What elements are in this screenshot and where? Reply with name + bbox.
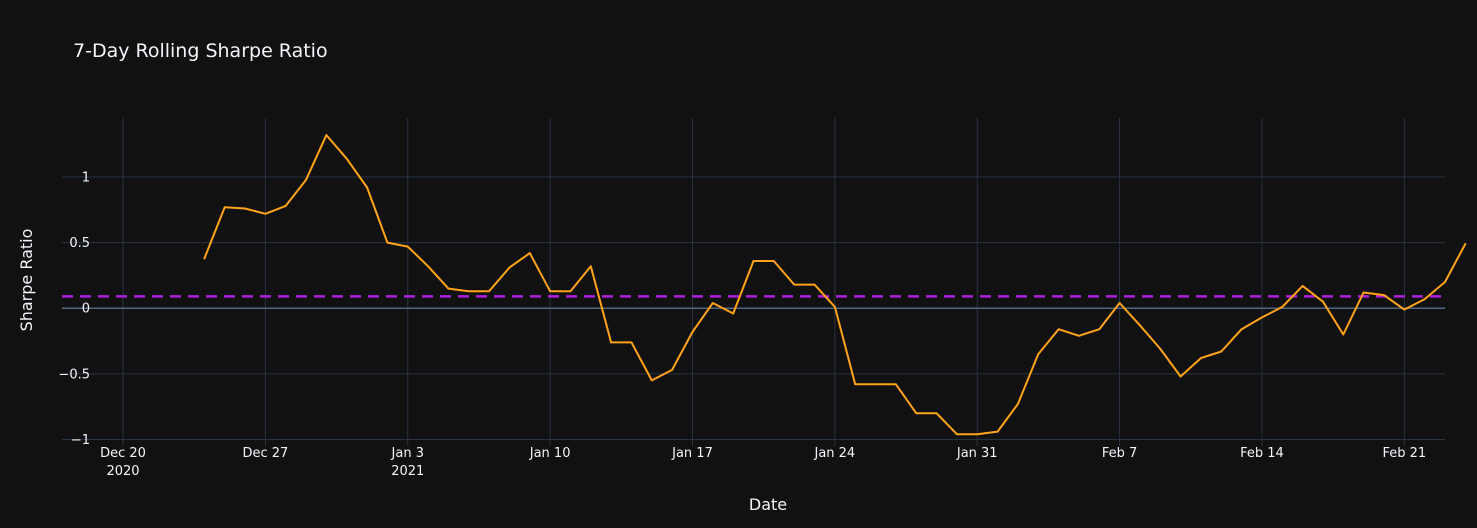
data-point bbox=[569, 290, 572, 293]
y-axis-title: Sharpe Ratio bbox=[17, 229, 36, 332]
data-point bbox=[773, 260, 775, 262]
data-point bbox=[1362, 291, 1365, 294]
data-point bbox=[976, 433, 978, 436]
x-tick-label: Jan 31 bbox=[956, 446, 998, 461]
data-point bbox=[590, 265, 592, 268]
data-point bbox=[325, 134, 328, 136]
data-point bbox=[203, 257, 206, 260]
data-point bbox=[752, 260, 755, 262]
data-point bbox=[1200, 357, 1202, 359]
data-point bbox=[1322, 300, 1324, 303]
data-point bbox=[1444, 281, 1446, 283]
data-point bbox=[264, 213, 267, 215]
data-point bbox=[1057, 328, 1060, 331]
data-point bbox=[1464, 243, 1467, 245]
y-tick-label: −0.5 bbox=[58, 367, 90, 382]
data-point bbox=[1342, 333, 1345, 336]
y-tick-label: −1 bbox=[71, 433, 90, 448]
data-point bbox=[793, 283, 795, 286]
chart-title: 7-Day Rolling Sharpe Ratio bbox=[73, 40, 328, 62]
data-point bbox=[651, 379, 653, 382]
data-point bbox=[305, 178, 307, 181]
data-point bbox=[1139, 324, 1141, 327]
data-point bbox=[854, 383, 856, 386]
data-point bbox=[1118, 302, 1121, 304]
data-point bbox=[1281, 306, 1284, 308]
data-point bbox=[874, 383, 877, 386]
y-tick-label: 0.5 bbox=[69, 236, 90, 251]
data-point bbox=[407, 245, 409, 248]
x-tick-label: Dec 20 bbox=[100, 446, 146, 461]
data-point bbox=[468, 290, 470, 293]
data-point bbox=[1017, 403, 1019, 405]
data-point bbox=[386, 241, 389, 244]
x-tick-label: Feb 7 bbox=[1102, 446, 1137, 461]
data-point bbox=[345, 157, 348, 160]
data-point bbox=[1220, 350, 1223, 353]
data-point bbox=[732, 312, 734, 315]
data-point bbox=[671, 369, 673, 371]
x-axis-title: Date bbox=[749, 495, 787, 514]
data-point bbox=[1301, 285, 1304, 287]
data-point bbox=[1383, 294, 1385, 296]
x-tick-label: Feb 14 bbox=[1240, 446, 1284, 461]
data-point bbox=[712, 302, 714, 304]
x-tick-label: Jan 24 bbox=[813, 446, 855, 461]
data-point bbox=[1423, 298, 1426, 300]
data-point bbox=[1098, 328, 1101, 331]
data-point bbox=[895, 383, 897, 386]
x-tick-label: Jan 3 bbox=[391, 446, 424, 461]
data-point bbox=[1159, 348, 1162, 350]
data-point bbox=[244, 207, 246, 210]
x-tick-sublabel: 2020 bbox=[106, 464, 139, 479]
data-point bbox=[223, 206, 226, 208]
data-point bbox=[935, 412, 938, 415]
data-point bbox=[691, 331, 694, 333]
data-point bbox=[610, 341, 612, 344]
series-layer[interactable] bbox=[203, 134, 1467, 436]
data-point bbox=[284, 205, 287, 207]
data-point bbox=[834, 306, 836, 308]
y-tick-label: 0 bbox=[82, 302, 90, 317]
x-tick-label: Jan 17 bbox=[671, 446, 713, 461]
data-point bbox=[813, 283, 816, 286]
data-point bbox=[1037, 353, 1039, 356]
x-tick-label: Feb 21 bbox=[1382, 446, 1426, 461]
data-point bbox=[427, 265, 429, 268]
x-axis-ticks: Dec 20 2020 Dec 27 Jan 3 2021 Jan 10 Jan 17 Jan… bbox=[100, 446, 1426, 479]
data-point bbox=[1403, 308, 1406, 311]
data-point bbox=[1261, 316, 1263, 319]
data-point bbox=[508, 266, 511, 269]
gridlines bbox=[62, 118, 1445, 446]
data-point bbox=[915, 412, 917, 415]
data-point bbox=[488, 290, 490, 293]
data-point bbox=[1078, 335, 1080, 337]
data-point bbox=[1240, 328, 1243, 331]
x-tick-sublabel: 2021 bbox=[391, 464, 424, 479]
y-tick-label: 1 bbox=[82, 171, 90, 186]
data-point bbox=[630, 341, 633, 344]
data-point bbox=[366, 186, 368, 189]
y-axis-ticks: 1 0.5 0 −0.5 −1 bbox=[58, 171, 90, 448]
data-point bbox=[529, 252, 531, 254]
x-tick-label: Jan 10 bbox=[529, 446, 571, 461]
data-point bbox=[549, 290, 551, 293]
data-point bbox=[447, 287, 450, 290]
x-tick-label: Dec 27 bbox=[242, 446, 288, 461]
data-point bbox=[1179, 375, 1182, 378]
data-point bbox=[956, 433, 958, 436]
data-point bbox=[996, 430, 999, 433]
